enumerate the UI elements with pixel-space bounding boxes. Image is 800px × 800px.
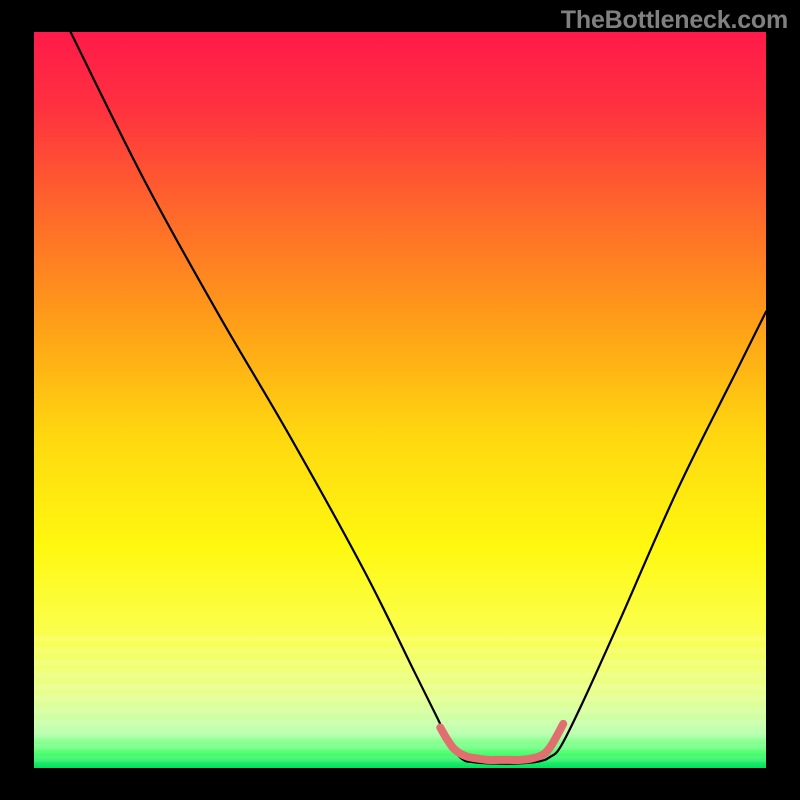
bottom-stripe [34, 744, 766, 750]
bottom-stripe [34, 732, 766, 738]
bottom-stripe [34, 756, 766, 762]
bottom-stripe [34, 708, 766, 714]
bottom-stripe [34, 672, 766, 678]
bottom-stripe [34, 684, 766, 690]
bottom-stripe [34, 720, 766, 726]
bottom-stripe [34, 660, 766, 666]
watermark-text: TheBottleneck.com [561, 6, 788, 35]
bottom-stripe [34, 696, 766, 702]
bottom-stripe [34, 648, 766, 654]
gradient-background [34, 32, 766, 768]
chart-svg [0, 0, 800, 800]
chart-container: TheBottleneck.com [0, 0, 800, 800]
